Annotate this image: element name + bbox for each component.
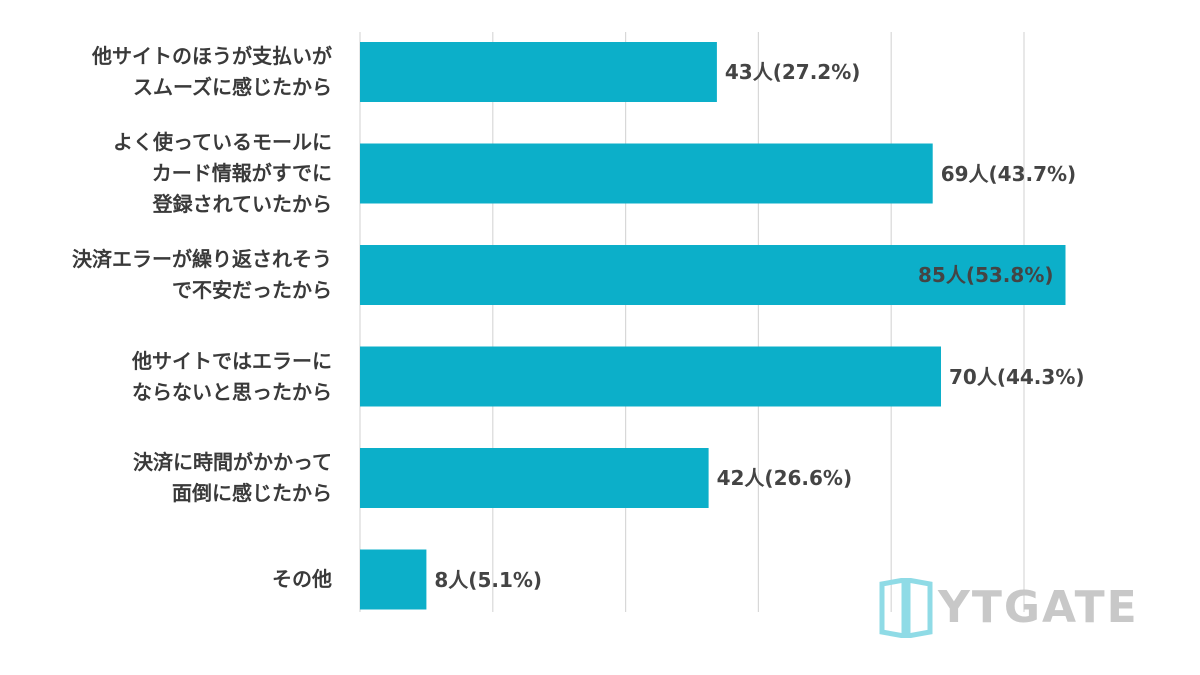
- category-label: よく使っているモールにカード情報がすでに 登録されていたから: [2, 127, 332, 220]
- category-label: 決済に時間がかかって面倒に感じたから: [2, 447, 332, 509]
- category-label-line: で不安だったから: [172, 278, 332, 302]
- logo-text: YTGATE: [938, 582, 1139, 633]
- ytgate-logo: YTGATE: [878, 578, 1168, 638]
- bar: [360, 549, 427, 610]
- category-label-line: その他: [272, 567, 332, 591]
- category-label-line: よく使っているモールに: [113, 130, 332, 154]
- category-label-line: カード情報がすでに: [151, 161, 332, 185]
- value-label: 43人(27.2%): [724, 60, 861, 84]
- bars: [360, 42, 1066, 610]
- value-label: 69人(43.7%): [940, 161, 1077, 186]
- bar: [360, 346, 941, 407]
- category-label-line: スムーズに感じたから: [133, 75, 332, 99]
- door-frame-icon: [879, 578, 933, 638]
- category-label-line: 他サイトのほうが支払いが: [92, 44, 332, 68]
- category-label-line: 決済に時間がかかって: [133, 450, 332, 474]
- category-label: 他サイトのほうが支払いがスムーズに感じたから: [2, 41, 332, 103]
- category-label-line: 登録されていたから: [152, 192, 332, 216]
- category-label-line: 面倒に感じたから: [172, 481, 332, 505]
- category-label-line: 他サイトではエラーに: [132, 348, 332, 373]
- category-label-line: ならないと思ったから: [132, 379, 332, 404]
- bar: [360, 42, 717, 102]
- value-label: 8人(5.1%): [434, 567, 543, 592]
- grid-lines: [359, 32, 1025, 612]
- value-label: 42人(26.6%): [716, 466, 853, 490]
- category-label: 他サイトではエラーに ならないと思ったから: [2, 346, 332, 408]
- bar: [360, 448, 709, 508]
- category-label: 決済エラーが繰り返されそうで不安だったから: [2, 244, 332, 306]
- bar: [360, 245, 1066, 305]
- bar: [360, 143, 933, 204]
- category-label-line: 決済エラーが繰り返されそう: [72, 247, 332, 271]
- value-label: 85人(53.8%): [918, 263, 1054, 287]
- category-label: その他: [2, 564, 332, 595]
- value-label: 70人(44.3%): [949, 364, 1085, 389]
